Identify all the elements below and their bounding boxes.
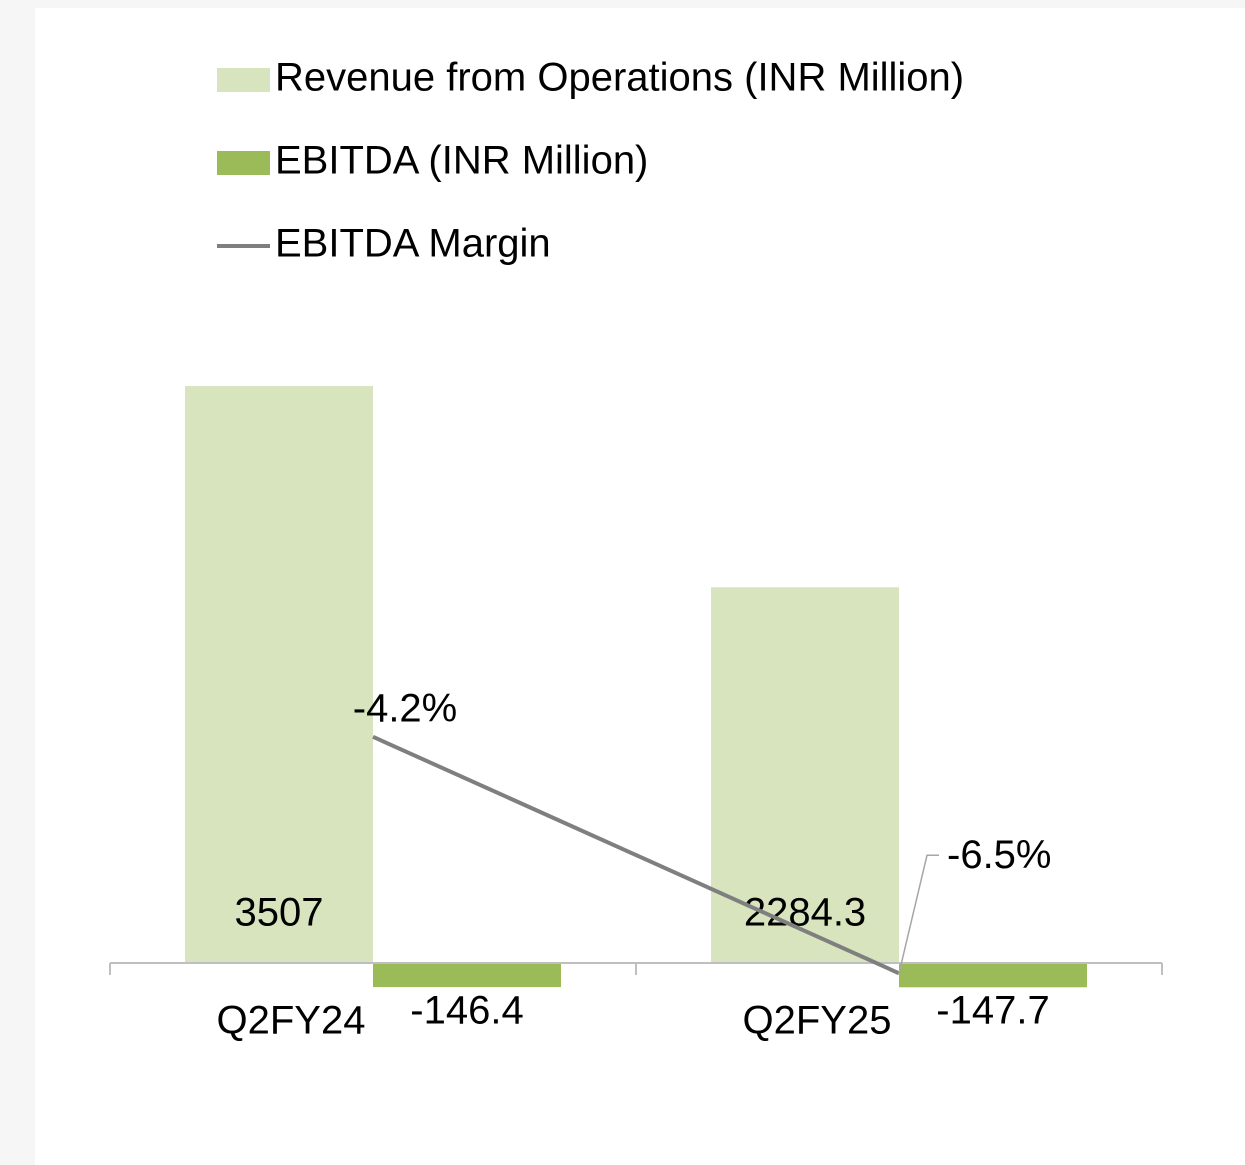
bar [373,963,561,988]
line-value-label: -4.2% [353,686,458,730]
bar [899,963,1087,988]
bar [711,587,899,963]
x-tick-label: Q2FY24 [217,999,366,1043]
line-value-label: -6.5% [947,833,1052,877]
legend-swatch [217,151,270,175]
legend-label: EBITDA Margin [275,222,551,266]
x-tick-label: Q2FY25 [743,999,892,1043]
bar-value-label: 3507 [235,891,324,935]
legend-swatch [217,68,270,92]
leader-line [898,854,939,974]
bar-value-label: -147.7 [936,989,1049,1033]
line [372,734,900,976]
bar-value-label: -146.4 [410,989,523,1033]
bar [185,386,373,963]
legend-label: Revenue from Operations (INR Million) [275,56,964,100]
legend-label: EBITDA (INR Million) [275,139,648,183]
